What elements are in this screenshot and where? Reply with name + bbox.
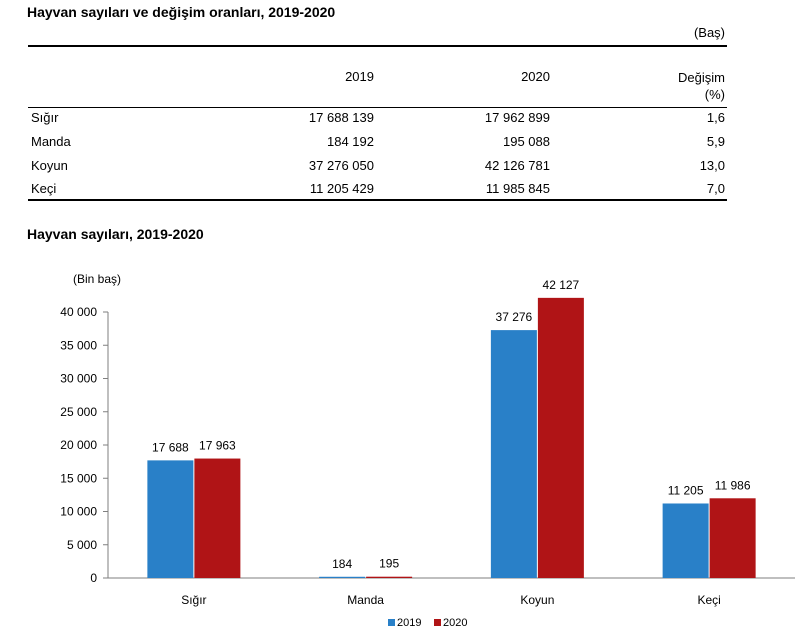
y-tick-label: 30 000	[60, 372, 97, 386]
table-row: Koyun 37 276 050 42 126 781 13,0	[0, 158, 808, 182]
row-value-2019: 11 205 429	[309, 181, 374, 196]
table-row: Keçi 11 205 429 11 985 845 7,0	[0, 181, 808, 205]
table-unit: (Baş)	[693, 25, 725, 40]
data-label: 11 986	[715, 478, 751, 492]
row-value-2020: 17 962 899	[484, 110, 550, 125]
x-tick-label: Koyun	[520, 593, 554, 607]
data-label: 184	[332, 557, 352, 571]
data-label: 17 688	[152, 440, 189, 454]
x-tick-label: Sığır	[181, 593, 206, 607]
row-name: Koyun	[31, 158, 68, 173]
bar-2020-1	[366, 576, 413, 578]
data-label: 17 963	[199, 439, 236, 453]
legend-label: 2020	[443, 617, 467, 629]
table-header-rule	[28, 107, 727, 108]
y-tick-label: 40 000	[60, 305, 97, 319]
bar-2020-2	[537, 297, 584, 578]
x-tick-label: Keçi	[697, 593, 720, 607]
row-value-2019: 37 276 050	[308, 158, 374, 173]
row-change: 7,0	[706, 181, 725, 196]
x-tick-label: Manda	[347, 593, 384, 607]
header-change-unit: (%)	[704, 87, 725, 102]
legend-swatch-2020	[434, 619, 441, 626]
chart-title: Hayvan sayıları, 2019-2020	[27, 226, 204, 242]
row-name: Sığır	[31, 110, 59, 125]
row-value-2020: 195 088	[503, 134, 550, 149]
header-change-label: Değişim	[678, 70, 725, 85]
legend-swatch-2019	[388, 619, 395, 626]
data-label: 42 127	[543, 278, 580, 292]
row-value-2020: 42 126 781	[484, 158, 550, 173]
table-row: Sığır 17 688 139 17 962 899 1,6	[0, 110, 808, 134]
bar-2019-0	[147, 460, 194, 578]
bar-chart: (Bin baş) 0 5 000 10 000 15 000 20 000 25 000 3…	[60, 272, 795, 629]
bar-2020-0	[194, 458, 241, 578]
y-tick-label: 15 000	[60, 471, 97, 485]
row-change: 1,6	[706, 110, 725, 125]
row-value-2020: 11 985 845	[485, 181, 550, 196]
bar-2019-1	[319, 576, 366, 578]
data-label: 195	[379, 557, 399, 571]
table-top-rule	[28, 45, 727, 47]
table-row: Manda 184 192 195 088 5,9	[0, 134, 808, 158]
data-label: 11 205	[668, 483, 704, 497]
header-2020: 2020	[521, 69, 550, 84]
y-tick-label: 0	[90, 571, 97, 585]
y-tick-label: 10 000	[60, 505, 97, 519]
row-change: 13,0	[699, 158, 725, 173]
y-tick-label: 35 000	[60, 338, 97, 352]
legend-label: 2019	[397, 617, 421, 629]
bar-2019-2	[490, 330, 537, 578]
bar-2020-3	[709, 498, 756, 578]
table-bottom-rule	[28, 199, 727, 201]
header-2019: 2019	[345, 69, 374, 84]
y-axis-label: (Bin baş)	[73, 272, 121, 286]
data-label: 37 276	[496, 310, 533, 324]
row-name: Manda	[31, 134, 71, 149]
header-change: Değişim (%)	[678, 69, 725, 103]
row-name: Keçi	[31, 181, 57, 196]
bar-2019-3	[662, 503, 709, 578]
y-tick-label: 25 000	[60, 405, 97, 419]
table-title: Hayvan sayıları ve değişim oranları, 201…	[27, 4, 336, 20]
y-tick-label: 5 000	[67, 538, 97, 552]
row-value-2019: 17 688 139	[308, 110, 374, 125]
y-tick-label: 20 000	[60, 438, 97, 452]
row-change: 5,9	[706, 134, 725, 149]
row-value-2019: 184 192	[327, 134, 374, 149]
